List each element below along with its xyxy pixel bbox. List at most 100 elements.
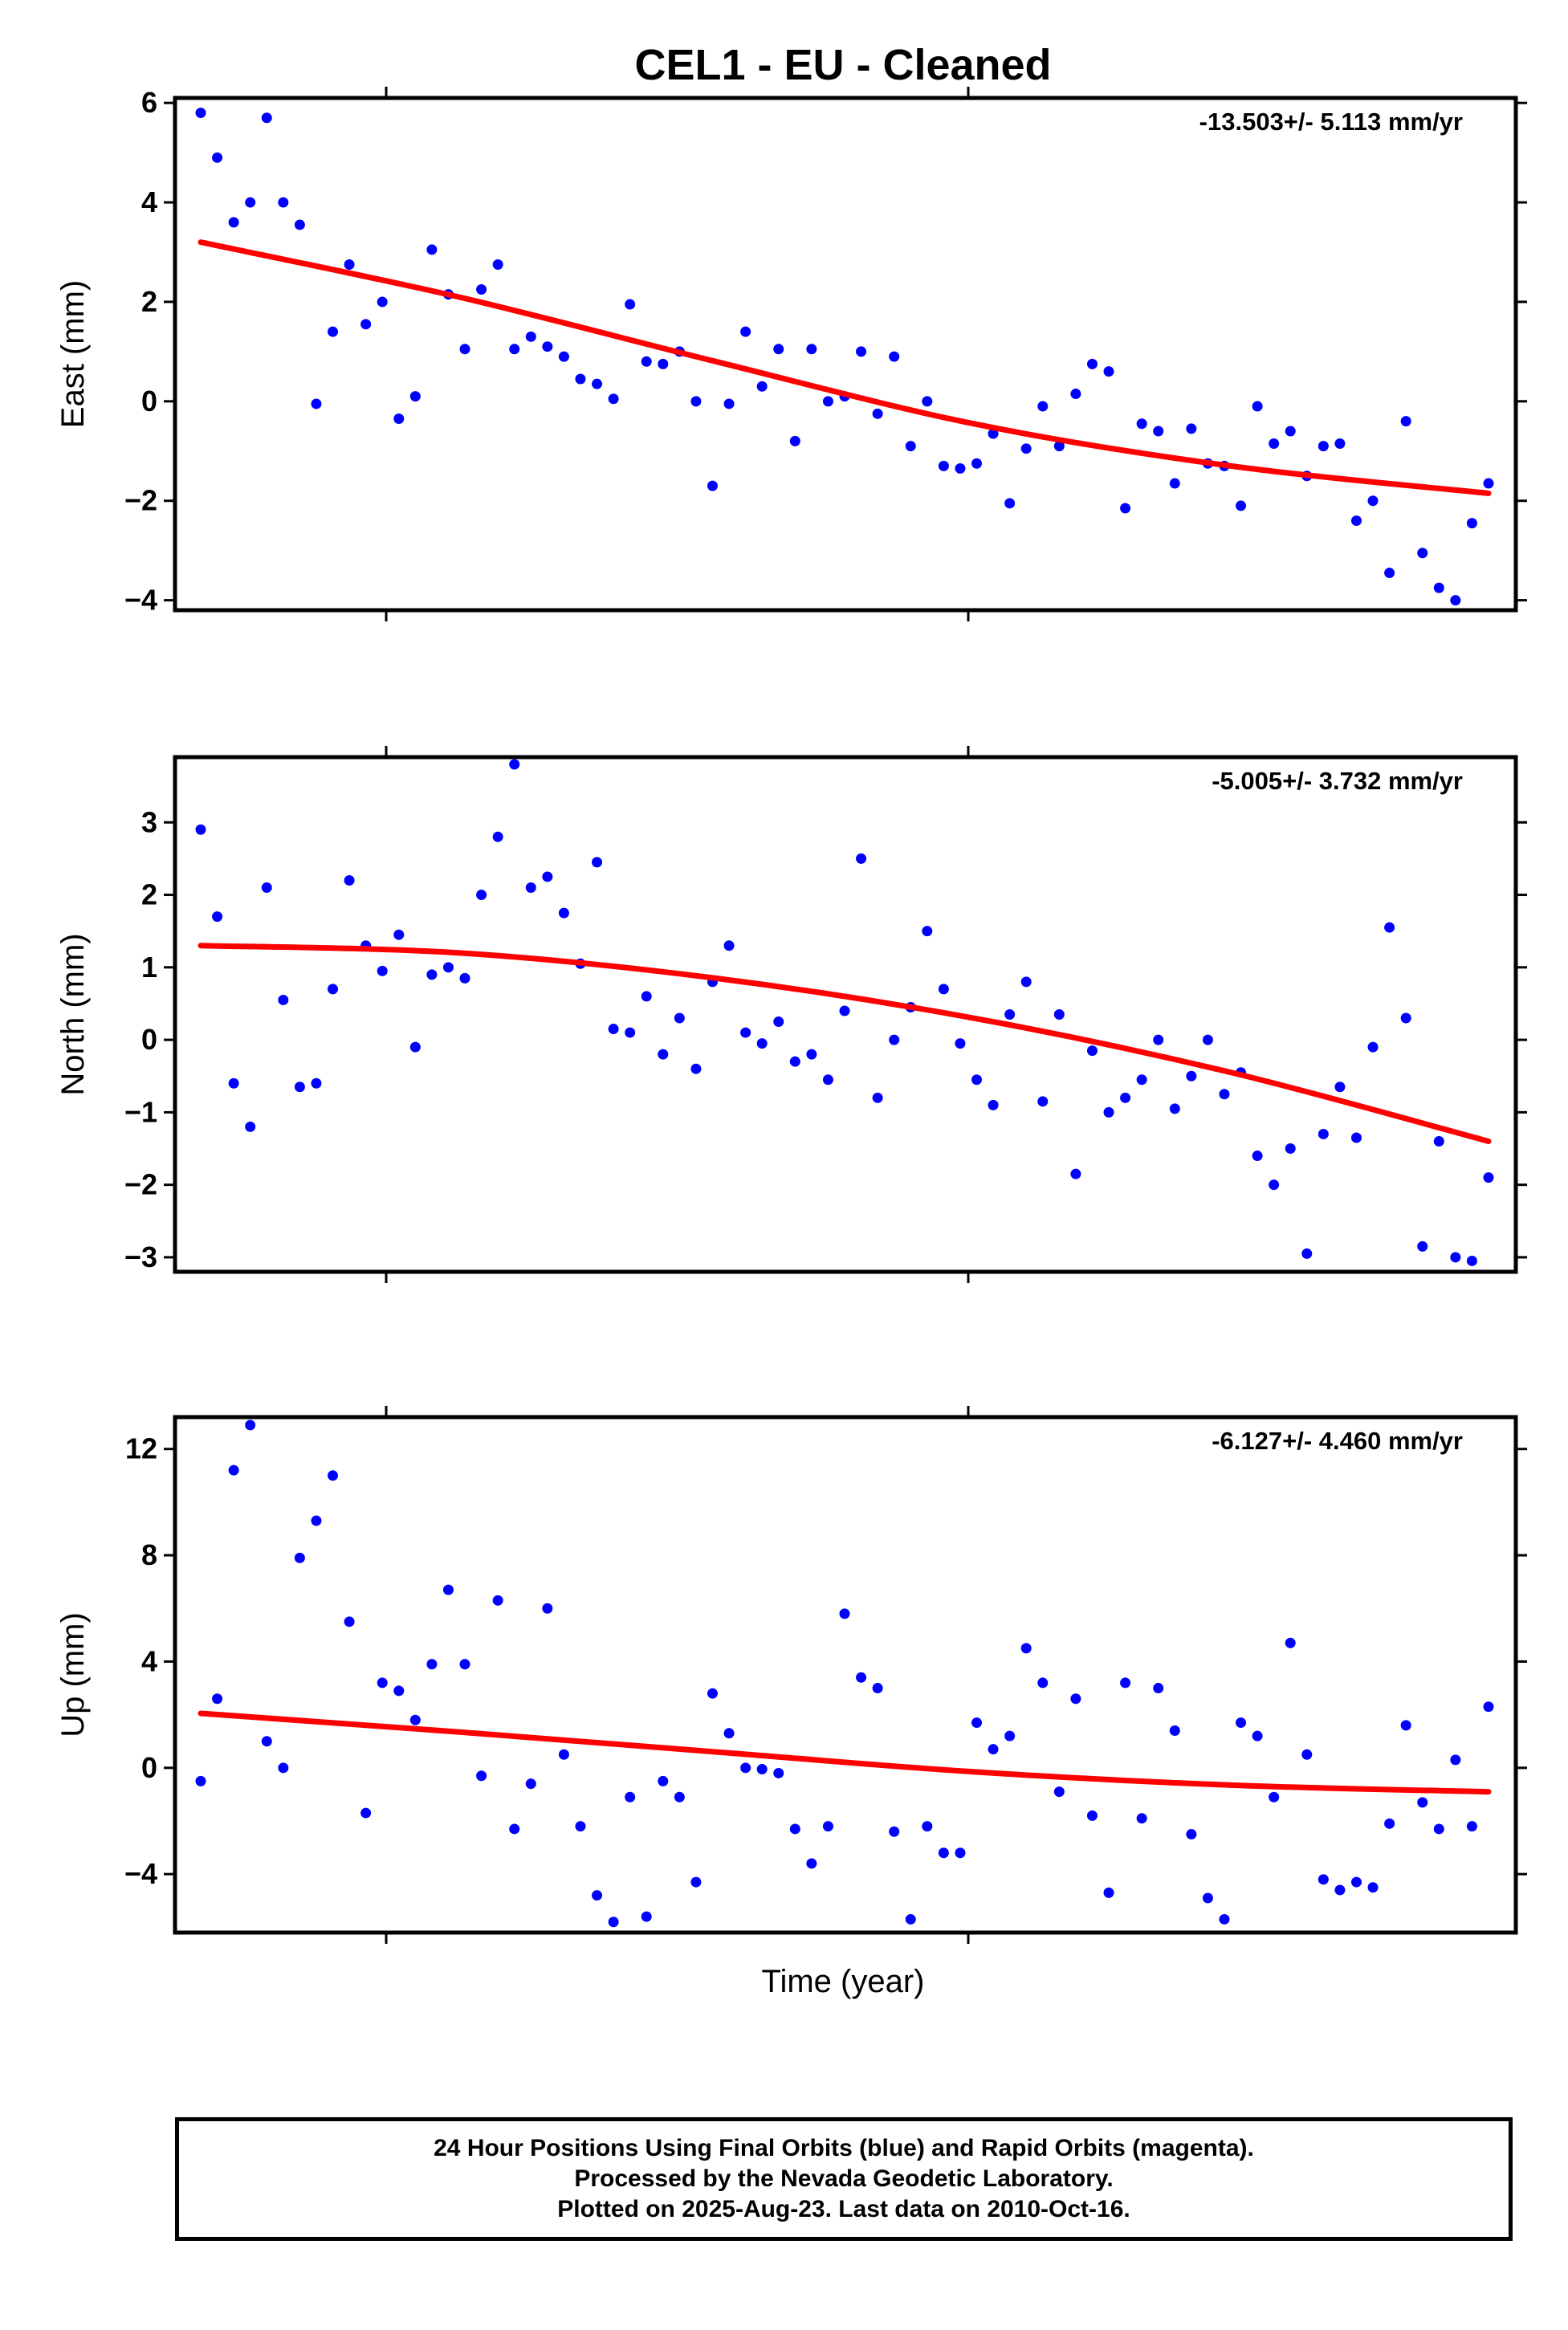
data-point bbox=[625, 1791, 636, 1802]
data-point bbox=[988, 428, 999, 439]
trend-line bbox=[198, 943, 1492, 1144]
data-point bbox=[1433, 1823, 1444, 1835]
data-point bbox=[228, 1077, 239, 1089]
data-point bbox=[1318, 1128, 1329, 1139]
data-point bbox=[328, 326, 339, 337]
data-point bbox=[1120, 1092, 1131, 1103]
data-point bbox=[1350, 515, 1362, 527]
data-point bbox=[1433, 1135, 1444, 1147]
data-point bbox=[641, 1911, 652, 1922]
data-point bbox=[409, 391, 421, 402]
data-point bbox=[658, 358, 669, 369]
data-point bbox=[1384, 1818, 1395, 1829]
data-point bbox=[674, 1012, 685, 1024]
data-point bbox=[509, 344, 520, 355]
rate-annotation: -13.503+/- 5.113 mm/yr bbox=[1199, 108, 1463, 136]
data-point bbox=[426, 1659, 438, 1670]
data-point bbox=[1450, 1754, 1461, 1766]
data-point bbox=[542, 1603, 553, 1614]
data-point bbox=[393, 413, 405, 425]
data-point bbox=[756, 1763, 768, 1774]
data-point bbox=[1004, 498, 1016, 509]
data-point bbox=[360, 319, 372, 330]
data-point bbox=[1367, 1041, 1379, 1053]
data-point bbox=[856, 1672, 867, 1683]
data-point bbox=[228, 217, 239, 228]
data-point bbox=[294, 219, 305, 230]
data-point bbox=[409, 1041, 421, 1053]
data-point bbox=[1086, 1810, 1098, 1821]
data-point bbox=[1136, 1074, 1147, 1086]
data-point bbox=[971, 458, 983, 469]
data-point bbox=[1301, 1749, 1313, 1760]
footer-line-3: Plotted on 2025-Aug-23. Last data on 201… bbox=[557, 2196, 1130, 2222]
data-point bbox=[658, 1775, 669, 1786]
data-point bbox=[1433, 582, 1444, 593]
data-point bbox=[856, 853, 867, 864]
y-tick-label: 2 bbox=[141, 285, 157, 318]
data-point bbox=[1417, 1240, 1428, 1252]
data-point bbox=[971, 1717, 983, 1729]
y-tick-label: −2 bbox=[124, 484, 157, 517]
plot-frame bbox=[173, 1415, 1518, 1935]
data-point bbox=[988, 1099, 999, 1110]
data-point bbox=[889, 1826, 900, 1837]
data-point bbox=[492, 1595, 503, 1606]
data-point bbox=[822, 396, 833, 407]
data-point bbox=[1020, 976, 1032, 988]
data-point bbox=[1285, 1143, 1296, 1155]
data-point bbox=[608, 1024, 619, 1035]
data-point bbox=[459, 972, 470, 984]
data-point bbox=[938, 1847, 949, 1859]
data-point bbox=[608, 393, 619, 405]
data-point bbox=[195, 108, 206, 119]
y-tick-label: 12 bbox=[125, 1432, 157, 1465]
data-point bbox=[212, 1693, 223, 1705]
data-point bbox=[1285, 426, 1296, 437]
data-point bbox=[1169, 1103, 1180, 1114]
data-point bbox=[558, 1749, 569, 1760]
y-tick-label: −4 bbox=[124, 584, 157, 617]
data-point bbox=[1450, 595, 1461, 606]
data-point bbox=[1252, 401, 1263, 412]
data-point bbox=[856, 346, 867, 357]
data-point bbox=[955, 1038, 966, 1049]
data-point bbox=[1037, 1677, 1049, 1688]
data-point bbox=[773, 344, 784, 355]
data-point bbox=[1070, 389, 1081, 400]
data-point bbox=[278, 994, 289, 1005]
data-point bbox=[426, 244, 438, 255]
data-point bbox=[955, 462, 966, 474]
data-point bbox=[1004, 1009, 1016, 1020]
data-point bbox=[1004, 1730, 1016, 1741]
data-point bbox=[1450, 1252, 1461, 1263]
data-point bbox=[1301, 1248, 1313, 1259]
data-point bbox=[1417, 548, 1428, 559]
data-point bbox=[1466, 1255, 1477, 1266]
data-point bbox=[1020, 1643, 1032, 1654]
data-point bbox=[1236, 1717, 1247, 1729]
data-point bbox=[278, 1762, 289, 1774]
data-point bbox=[294, 1081, 305, 1093]
data-point bbox=[690, 1876, 702, 1888]
data-point bbox=[955, 1847, 966, 1859]
data-point bbox=[592, 857, 603, 868]
plot-frame bbox=[173, 755, 1518, 1274]
data-point bbox=[1169, 1725, 1180, 1736]
y-axis-label: East (mm) bbox=[55, 280, 91, 428]
y-tick-label: 6 bbox=[141, 86, 157, 119]
data-point bbox=[426, 969, 438, 980]
data-point bbox=[1350, 1132, 1362, 1143]
data-point bbox=[1318, 1874, 1329, 1885]
data-point bbox=[1400, 416, 1411, 427]
data-point bbox=[1136, 1813, 1147, 1824]
data-point bbox=[1053, 441, 1065, 452]
y-tick-label: 0 bbox=[141, 1023, 157, 1056]
y-tick-label: −4 bbox=[124, 1857, 157, 1890]
data-point bbox=[525, 331, 536, 342]
data-point bbox=[1483, 1701, 1494, 1713]
data-point bbox=[592, 378, 603, 389]
data-point bbox=[592, 1890, 603, 1901]
data-point bbox=[1186, 1829, 1197, 1840]
